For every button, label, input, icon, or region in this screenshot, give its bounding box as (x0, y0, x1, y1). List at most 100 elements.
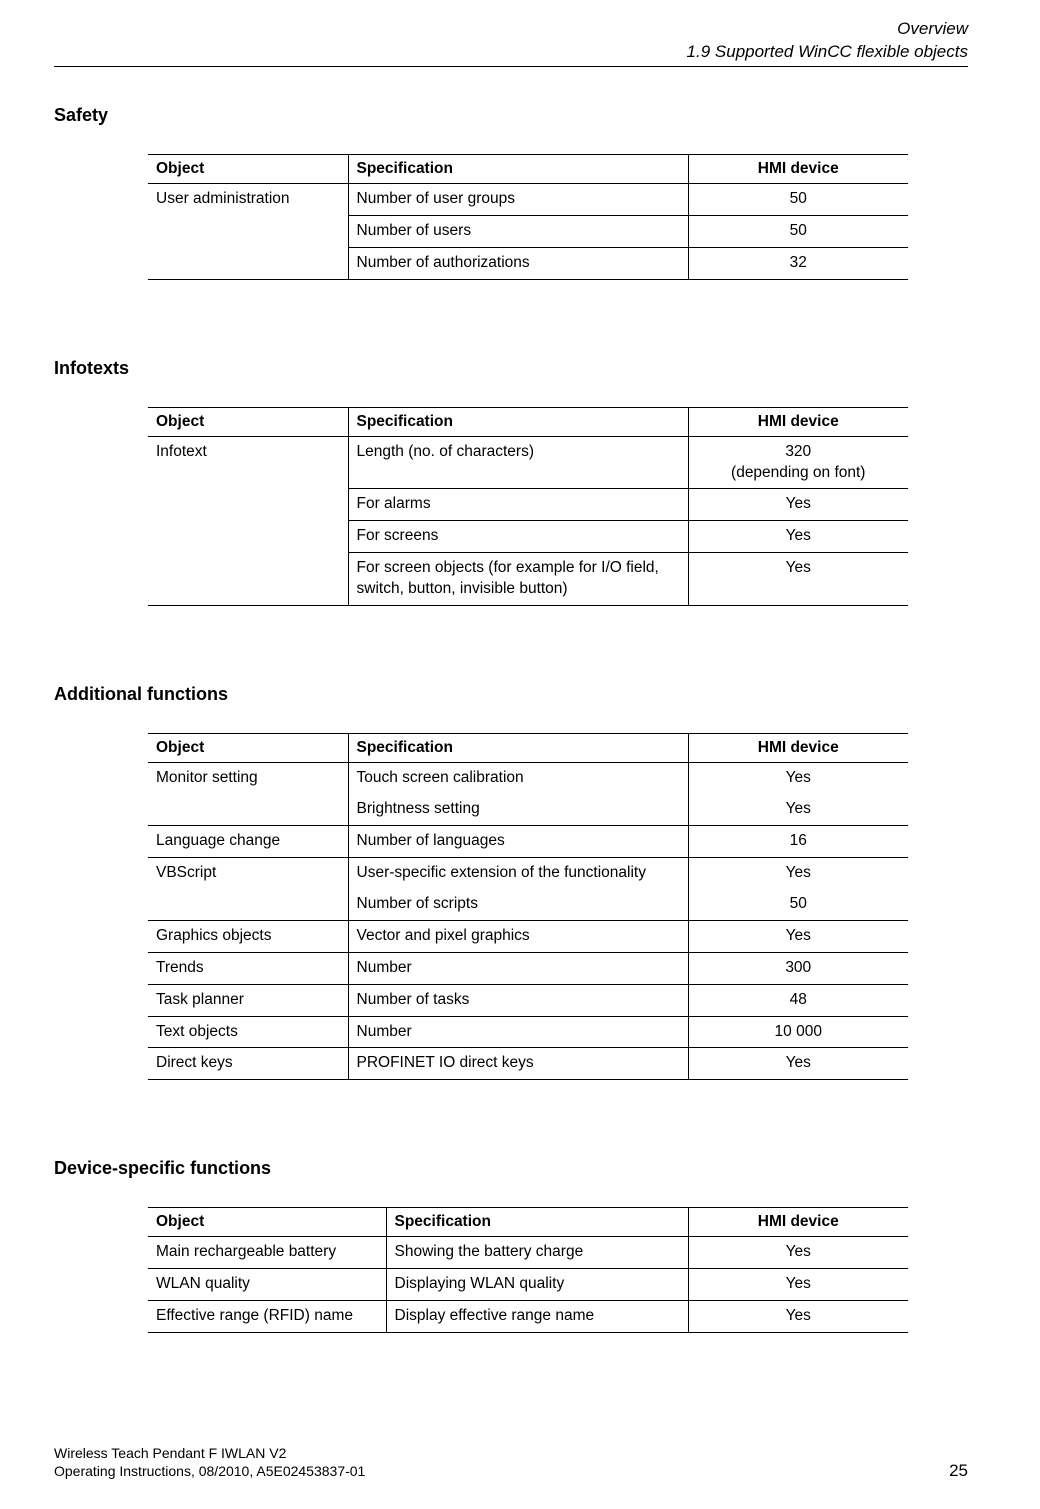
col-hmi: HMI device (688, 407, 908, 436)
cell-spec: Number of users (348, 215, 688, 247)
table-row: Infotext Length (no. of characters) 320 … (148, 436, 908, 489)
table-row: Number of scripts 50 (148, 889, 908, 920)
table-row: Task planner Number of tasks 48 (148, 984, 908, 1016)
cell-spec: Vector and pixel graphics (348, 920, 688, 952)
section-infotexts-title: Infotexts (54, 358, 968, 379)
page-header: Overview 1.9 Supported WinCC flexible ob… (54, 18, 968, 64)
page-number: 25 (949, 1461, 968, 1481)
footer-line1: Wireless Teach Pendant F IWLAN V2 (54, 1445, 968, 1461)
cell-object: User administration (148, 183, 348, 215)
cell-val: 50 (688, 183, 908, 215)
cell-spec: Number of authorizations (348, 247, 688, 279)
cell-spec: Number of scripts (348, 889, 688, 920)
col-spec: Specification (348, 407, 688, 436)
table-header-row: Object Specification HMI device (148, 734, 908, 763)
cell-object (148, 489, 348, 521)
col-object: Object (148, 734, 348, 763)
table-row: Effective range (RFID) name Display effe… (148, 1301, 908, 1333)
cell-object: Main rechargeable battery (148, 1237, 386, 1269)
cell-val: 32 (688, 247, 908, 279)
cell-val: Yes (688, 489, 908, 521)
header-chapter: Overview (54, 18, 968, 41)
cell-val: Yes (688, 1237, 908, 1269)
cell-spec: Number (348, 1016, 688, 1048)
cell-val: Yes (688, 763, 908, 794)
section-additional-title: Additional functions (54, 684, 968, 705)
cell-spec: User-specific extension of the functiona… (348, 857, 688, 888)
table-row: Brightness setting Yes (148, 794, 908, 825)
cell-spec: Number of languages (348, 826, 688, 858)
safety-table: Object Specification HMI device User adm… (148, 154, 908, 280)
cell-object (148, 553, 348, 606)
cell-spec: Display effective range name (386, 1301, 688, 1333)
cell-val: Yes (688, 920, 908, 952)
section-safety-title: Safety (54, 105, 968, 126)
col-spec: Specification (348, 154, 688, 183)
infotexts-table: Object Specification HMI device Infotext… (148, 407, 908, 607)
table-header-row: Object Specification HMI device (148, 154, 908, 183)
cell-object: Monitor setting (148, 763, 348, 794)
cell-val: Yes (688, 857, 908, 888)
table-row: Number of authorizations 32 (148, 247, 908, 279)
cell-object: Language change (148, 826, 348, 858)
cell-val: 300 (688, 952, 908, 984)
additional-table: Object Specification HMI device Monitor … (148, 733, 908, 1080)
cell-val: Yes (688, 794, 908, 825)
cell-spec: PROFINET IO direct keys (348, 1048, 688, 1080)
cell-val: 10 000 (688, 1016, 908, 1048)
table-row: Monitor setting Touch screen calibration… (148, 763, 908, 794)
cell-spec: Number (348, 952, 688, 984)
cell-object: VBScript (148, 857, 348, 888)
section-device-title: Device-specific functions (54, 1158, 968, 1179)
page-footer: Wireless Teach Pendant F IWLAN V2 Operat… (54, 1445, 968, 1481)
col-hmi: HMI device (688, 154, 908, 183)
cell-val: 50 (688, 215, 908, 247)
cell-val: Yes (688, 521, 908, 553)
cell-val: 50 (688, 889, 908, 920)
table-row: User administration Number of user group… (148, 183, 908, 215)
col-hmi: HMI device (688, 734, 908, 763)
cell-val: 320 (depending on font) (688, 436, 908, 489)
cell-val: Yes (688, 1269, 908, 1301)
cell-object (148, 794, 348, 825)
col-object: Object (148, 154, 348, 183)
cell-spec: Brightness setting (348, 794, 688, 825)
header-section: 1.9 Supported WinCC flexible objects (54, 41, 968, 64)
table-row: For screen objects (for example for I/O … (148, 553, 908, 606)
table-row: Main rechargeable battery Showing the ba… (148, 1237, 908, 1269)
col-object: Object (148, 1208, 386, 1237)
footer-line2: Operating Instructions, 08/2010, A5E0245… (54, 1463, 365, 1479)
cell-object: Direct keys (148, 1048, 348, 1080)
table-row: For screens Yes (148, 521, 908, 553)
col-hmi: HMI device (688, 1208, 908, 1237)
cell-val: Yes (688, 553, 908, 606)
table-row: Number of users 50 (148, 215, 908, 247)
cell-val: 16 (688, 826, 908, 858)
cell-object: Trends (148, 952, 348, 984)
table-row: Text objects Number 10 000 (148, 1016, 908, 1048)
cell-object: Graphics objects (148, 920, 348, 952)
table-header-row: Object Specification HMI device (148, 407, 908, 436)
cell-object (148, 215, 348, 247)
cell-object (148, 889, 348, 920)
cell-spec: For alarms (348, 489, 688, 521)
cell-spec: Number of user groups (348, 183, 688, 215)
col-spec: Specification (348, 734, 688, 763)
table-row: WLAN quality Displaying WLAN quality Yes (148, 1269, 908, 1301)
cell-val: 48 (688, 984, 908, 1016)
cell-spec: For screen objects (for example for I/O … (348, 553, 688, 606)
cell-object: Infotext (148, 436, 348, 489)
cell-spec: Touch screen calibration (348, 763, 688, 794)
cell-spec: Displaying WLAN quality (386, 1269, 688, 1301)
cell-object (148, 247, 348, 279)
device-table: Object Specification HMI device Main rec… (148, 1207, 908, 1333)
table-row: Direct keys PROFINET IO direct keys Yes (148, 1048, 908, 1080)
cell-val: Yes (688, 1048, 908, 1080)
cell-spec: Length (no. of characters) (348, 436, 688, 489)
cell-object: Text objects (148, 1016, 348, 1048)
cell-object: Task planner (148, 984, 348, 1016)
table-row: Trends Number 300 (148, 952, 908, 984)
cell-object (148, 521, 348, 553)
table-header-row: Object Specification HMI device (148, 1208, 908, 1237)
table-row: Language change Number of languages 16 (148, 826, 908, 858)
